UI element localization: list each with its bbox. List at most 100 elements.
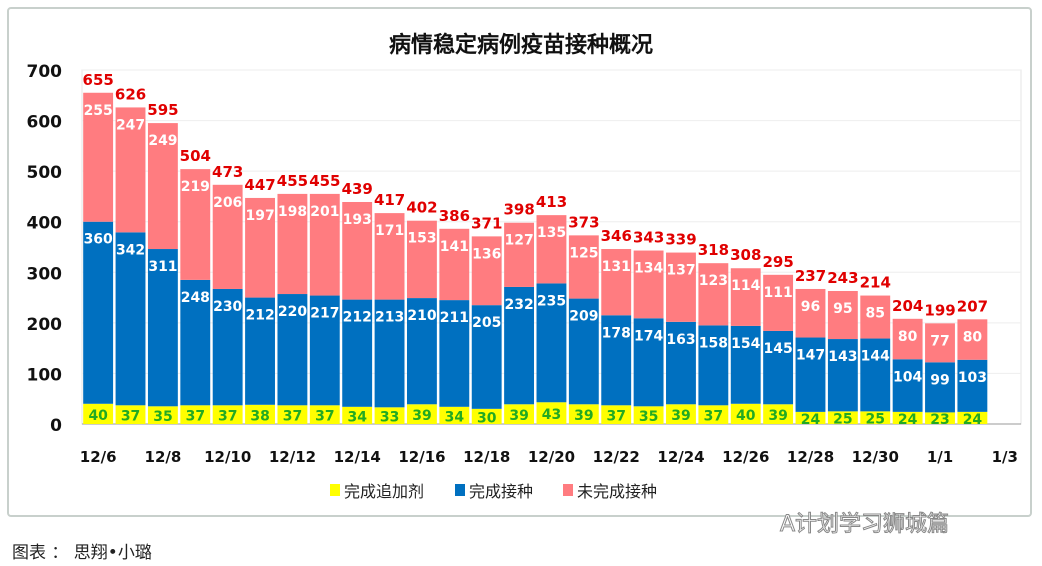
bar-segment bbox=[666, 404, 696, 424]
y-tick-label: 200 bbox=[27, 315, 63, 335]
data-label: 247 bbox=[116, 117, 145, 133]
bar-segment bbox=[342, 406, 373, 424]
total-label: 417 bbox=[374, 191, 405, 209]
data-label: 33 bbox=[380, 410, 399, 426]
bar-segment bbox=[115, 232, 146, 406]
total-label: 204 bbox=[892, 297, 923, 315]
bar-segment bbox=[892, 318, 923, 360]
bar-segment bbox=[860, 411, 891, 424]
bar-segment bbox=[763, 404, 794, 424]
bar-segment bbox=[374, 299, 405, 408]
x-tick-label: 12/24 bbox=[657, 448, 704, 466]
y-tick-label: 400 bbox=[27, 214, 63, 234]
bar-segment bbox=[471, 236, 502, 306]
bar-segment bbox=[892, 359, 923, 412]
data-label: 38 bbox=[250, 408, 269, 424]
bar-segment bbox=[633, 406, 664, 424]
bar-segment bbox=[406, 404, 437, 424]
data-label: 23 bbox=[930, 412, 949, 428]
data-label: 198 bbox=[278, 204, 307, 220]
y-tick-label: 600 bbox=[27, 113, 63, 133]
data-label: 103 bbox=[958, 370, 987, 386]
bar-segment bbox=[730, 268, 761, 326]
data-label: 360 bbox=[84, 232, 113, 248]
total-label: 243 bbox=[827, 269, 858, 287]
total-label: 199 bbox=[924, 301, 955, 319]
y-tick-label: 300 bbox=[27, 264, 63, 284]
data-label: 37 bbox=[186, 409, 205, 425]
x-tick-label: 12/14 bbox=[334, 448, 381, 466]
total-label: 386 bbox=[439, 207, 470, 225]
bar-segment bbox=[147, 249, 178, 407]
data-label: 37 bbox=[315, 409, 334, 425]
bar-segment bbox=[83, 221, 114, 404]
data-label: 37 bbox=[121, 409, 140, 425]
total-label: 295 bbox=[762, 253, 793, 271]
total-label: 655 bbox=[83, 71, 114, 89]
bar-segment bbox=[666, 252, 696, 322]
bar-segment bbox=[115, 405, 146, 424]
total-label: 402 bbox=[406, 199, 437, 217]
total-label: 473 bbox=[212, 163, 243, 181]
data-label: 96 bbox=[801, 299, 820, 315]
bar-segment bbox=[827, 339, 858, 412]
bar-segment bbox=[827, 411, 858, 424]
data-label: 37 bbox=[607, 409, 626, 425]
bar-segment bbox=[147, 123, 178, 250]
bar-segment bbox=[309, 295, 340, 406]
data-label: 163 bbox=[666, 332, 695, 348]
chart-title: 病情稳定病例疫苗接种概况 bbox=[389, 32, 653, 58]
bar-segment bbox=[277, 405, 308, 424]
data-label: 40 bbox=[88, 408, 108, 424]
data-label: 249 bbox=[148, 133, 177, 149]
data-label: 217 bbox=[310, 306, 339, 322]
bar-segment bbox=[827, 290, 858, 340]
data-label: 136 bbox=[472, 246, 501, 262]
legend-label: 完成接种 bbox=[469, 482, 533, 501]
data-label: 209 bbox=[569, 309, 598, 325]
x-tick-label: 1/3 bbox=[992, 448, 1018, 466]
data-label: 145 bbox=[764, 341, 793, 357]
data-label: 147 bbox=[796, 348, 825, 364]
data-label: 154 bbox=[731, 336, 760, 352]
bar-segment bbox=[568, 235, 599, 299]
data-label: 143 bbox=[828, 349, 857, 365]
data-label: 158 bbox=[699, 335, 728, 351]
total-label: 346 bbox=[601, 227, 632, 245]
bar-segment bbox=[957, 319, 988, 360]
data-label: 174 bbox=[634, 328, 663, 344]
bar-segment bbox=[633, 318, 664, 407]
x-tick-label: 12/8 bbox=[145, 448, 182, 466]
total-label: 626 bbox=[115, 85, 146, 103]
data-label: 95 bbox=[833, 301, 852, 317]
data-label: 25 bbox=[866, 412, 885, 428]
bar-segment bbox=[342, 201, 373, 300]
bar-segment bbox=[795, 337, 826, 412]
data-label: 212 bbox=[245, 308, 274, 324]
x-tick-label: 12/10 bbox=[204, 448, 251, 466]
bar-segment bbox=[925, 362, 955, 413]
data-label: 255 bbox=[84, 103, 113, 119]
data-label: 39 bbox=[509, 408, 528, 424]
legend-label: 完成追加剂 bbox=[344, 482, 424, 501]
bar-segment bbox=[536, 283, 567, 403]
data-label: 111 bbox=[764, 285, 793, 301]
data-label: 34 bbox=[445, 409, 465, 425]
bar-segment bbox=[795, 288, 826, 338]
bar-segment bbox=[439, 406, 470, 424]
watermark: A计划学习狮城篇 bbox=[779, 512, 950, 538]
data-label: 127 bbox=[505, 233, 534, 249]
bar-segment bbox=[633, 250, 664, 319]
data-label: 40 bbox=[736, 408, 756, 424]
data-label: 211 bbox=[440, 310, 469, 326]
bar-segment bbox=[504, 404, 535, 424]
bar-segment bbox=[83, 403, 114, 424]
bar-segment bbox=[212, 288, 243, 406]
data-label: 193 bbox=[343, 212, 372, 228]
bar-segment bbox=[180, 405, 211, 424]
bar-segment bbox=[763, 274, 794, 331]
x-tick-label: 12/30 bbox=[852, 448, 899, 466]
data-label: 35 bbox=[153, 409, 172, 425]
data-label: 137 bbox=[666, 263, 695, 279]
